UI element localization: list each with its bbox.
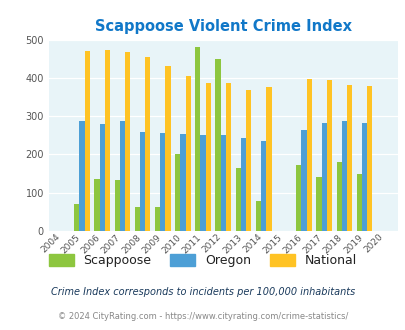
Bar <box>205 83 211 231</box>
Bar <box>366 86 371 231</box>
Bar <box>341 121 346 231</box>
Text: © 2024 CityRating.com - https://www.cityrating.com/crime-statistics/: © 2024 CityRating.com - https://www.city… <box>58 312 347 321</box>
Bar <box>99 124 104 231</box>
Bar <box>220 135 225 231</box>
Bar <box>260 142 266 231</box>
Bar <box>74 204 79 231</box>
Bar <box>154 207 160 231</box>
Bar <box>315 178 321 231</box>
Bar <box>245 90 251 231</box>
Bar <box>225 83 230 231</box>
Bar <box>321 123 326 231</box>
Bar <box>326 80 331 231</box>
Bar <box>104 50 110 231</box>
Bar <box>266 87 271 231</box>
Bar <box>114 180 119 231</box>
Bar <box>175 154 180 231</box>
Text: Crime Index corresponds to incidents per 100,000 inhabitants: Crime Index corresponds to incidents per… <box>51 287 354 297</box>
Bar <box>134 207 140 231</box>
Bar <box>235 168 240 231</box>
Bar <box>185 76 190 231</box>
Title: Scappoose Violent Crime Index: Scappoose Violent Crime Index <box>94 19 351 34</box>
Bar <box>195 47 200 231</box>
Bar <box>336 162 341 231</box>
Bar <box>160 133 165 231</box>
Bar <box>125 52 130 231</box>
Bar <box>306 79 311 231</box>
Bar <box>301 130 306 231</box>
Bar <box>84 51 90 231</box>
Bar <box>255 201 260 231</box>
Bar <box>94 179 99 231</box>
Bar <box>119 121 125 231</box>
Bar <box>200 135 205 231</box>
Bar <box>215 59 220 231</box>
Bar <box>140 132 145 231</box>
Bar <box>356 174 361 231</box>
Bar <box>79 121 84 231</box>
Bar <box>346 85 352 231</box>
Bar <box>361 123 366 231</box>
Bar <box>295 165 301 231</box>
Bar <box>240 138 245 231</box>
Bar <box>145 57 150 231</box>
Bar <box>180 134 185 231</box>
Bar <box>165 66 170 231</box>
Legend: Scappoose, Oregon, National: Scappoose, Oregon, National <box>45 250 360 271</box>
